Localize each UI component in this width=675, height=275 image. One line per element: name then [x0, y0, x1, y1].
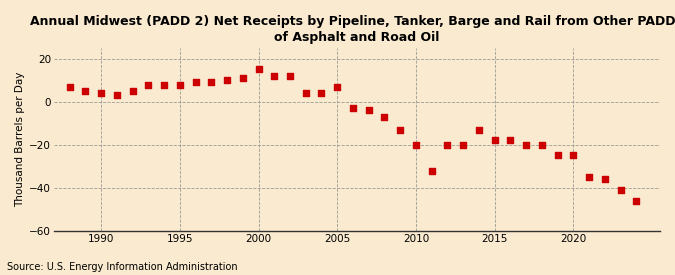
Point — [379, 115, 390, 119]
Point — [568, 153, 578, 158]
Point — [285, 74, 296, 78]
Point — [584, 175, 595, 179]
Text: Source: U.S. Energy Information Administration: Source: U.S. Energy Information Administ… — [7, 262, 238, 272]
Point — [427, 168, 437, 173]
Y-axis label: Thousand Barrels per Day: Thousand Barrels per Day — [15, 72, 25, 207]
Point — [206, 80, 217, 84]
Point — [348, 106, 358, 110]
Point — [127, 89, 138, 93]
Point — [599, 177, 610, 181]
Point — [238, 76, 248, 80]
Point — [458, 142, 468, 147]
Point — [143, 82, 154, 87]
Point — [64, 84, 75, 89]
Point — [615, 188, 626, 192]
Point — [410, 142, 421, 147]
Point — [80, 89, 90, 93]
Point — [631, 199, 642, 203]
Point — [316, 91, 327, 95]
Point — [111, 93, 122, 97]
Point — [190, 80, 201, 84]
Point — [505, 138, 516, 143]
Point — [253, 67, 264, 72]
Point — [363, 108, 374, 112]
Point — [332, 84, 343, 89]
Title: Annual Midwest (PADD 2) Net Receipts by Pipeline, Tanker, Barge and Rail from Ot: Annual Midwest (PADD 2) Net Receipts by … — [30, 15, 675, 44]
Point — [159, 82, 169, 87]
Point — [395, 127, 406, 132]
Point — [174, 82, 185, 87]
Point — [489, 138, 500, 143]
Point — [300, 91, 311, 95]
Point — [474, 127, 485, 132]
Point — [521, 142, 532, 147]
Point — [221, 78, 232, 82]
Point — [552, 153, 563, 158]
Point — [96, 91, 107, 95]
Point — [442, 142, 453, 147]
Point — [269, 74, 279, 78]
Point — [537, 142, 547, 147]
